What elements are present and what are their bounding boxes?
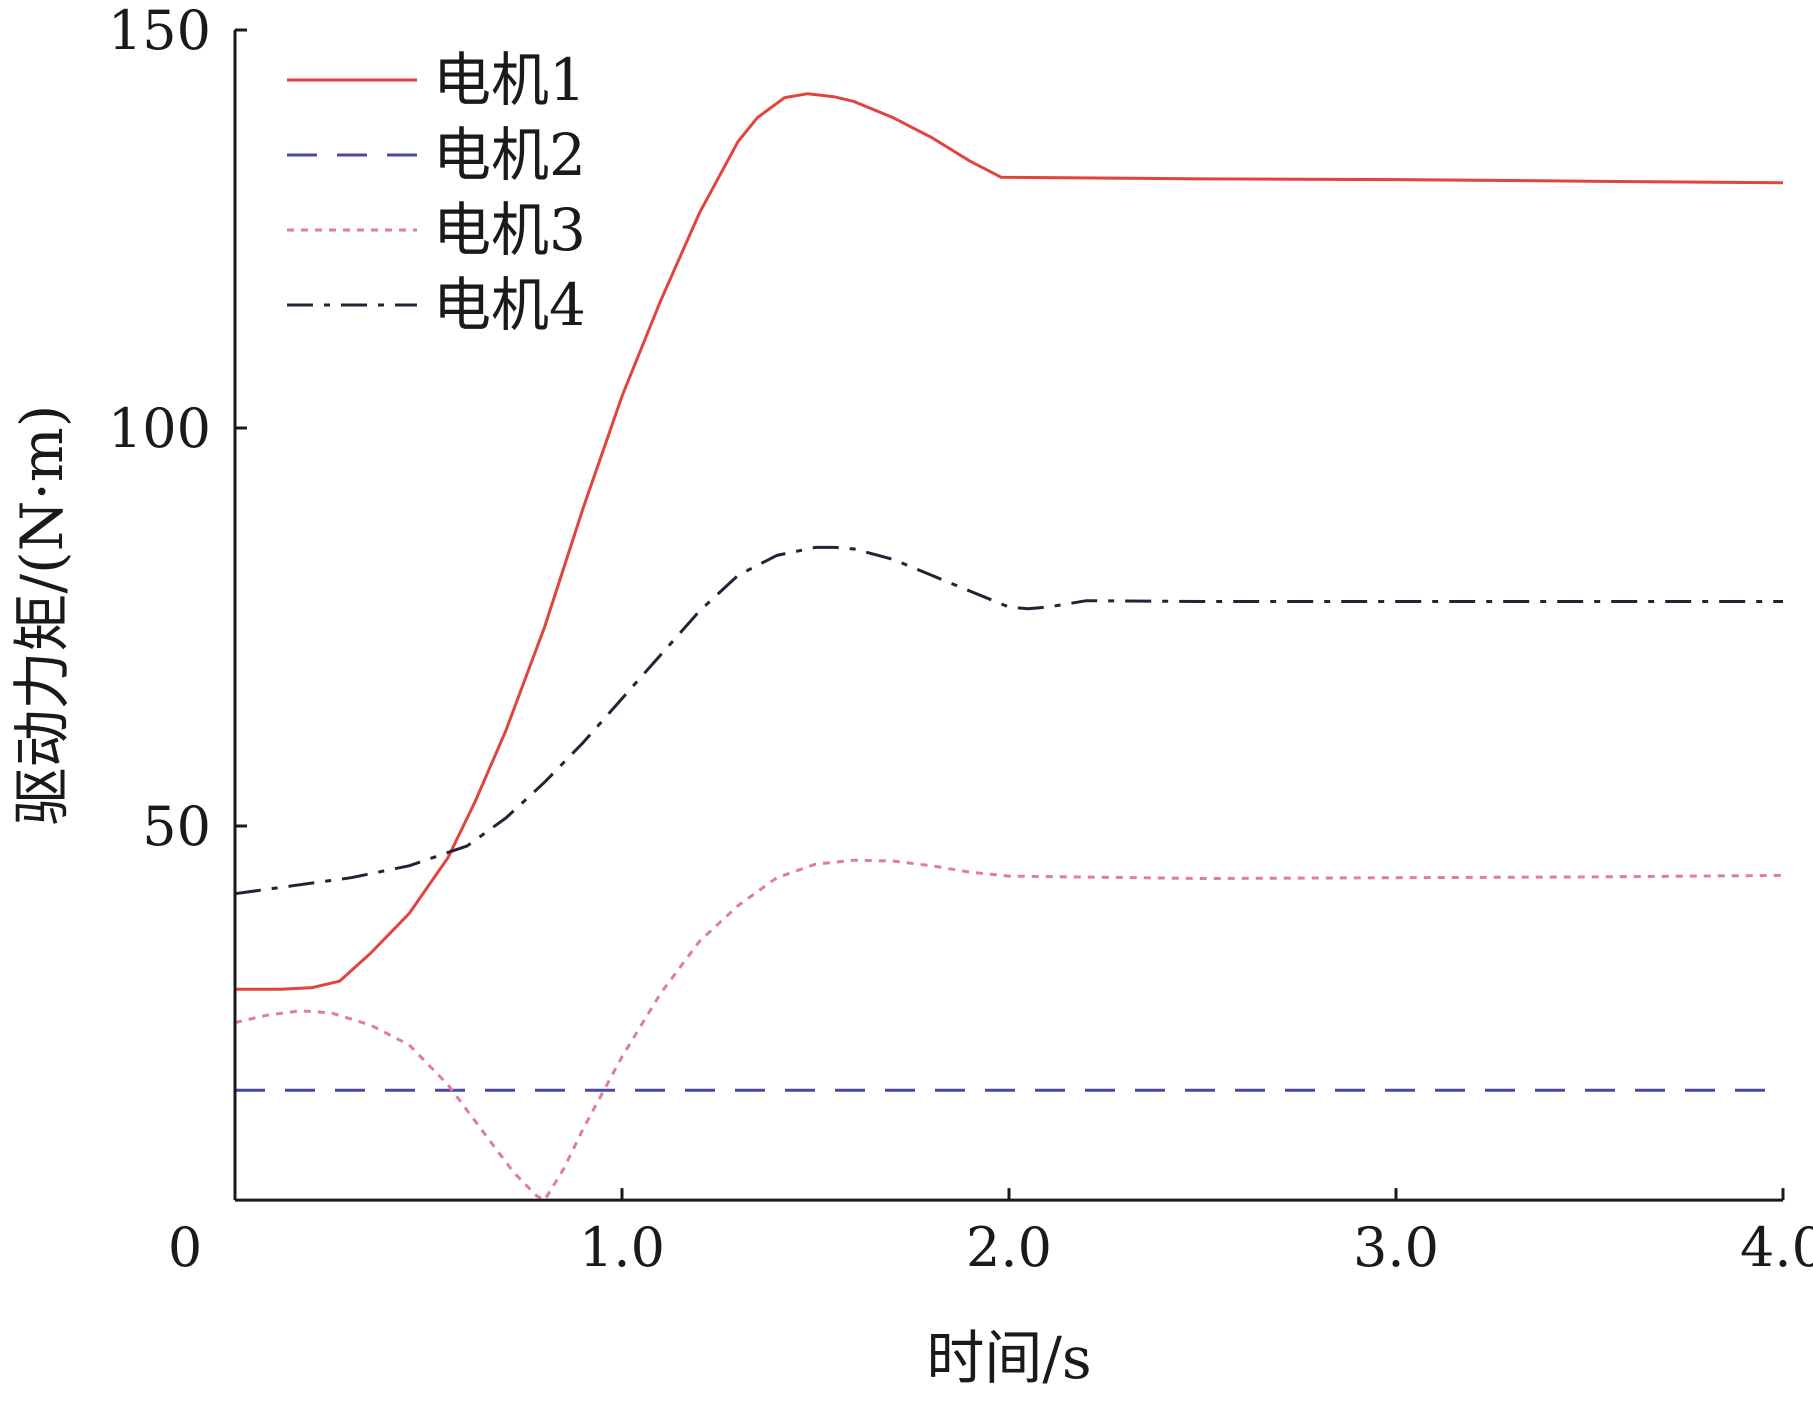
legend-label-2: 电机2	[433, 121, 586, 189]
y-tick-label: 50	[142, 795, 211, 858]
legend-label-1: 电机1	[433, 46, 586, 114]
legend-label-4: 电机4	[433, 271, 586, 339]
series-lines	[234, 92, 1784, 1202]
x-tick-label: 0	[168, 1216, 202, 1279]
series-line-1	[235, 92, 1784, 991]
x-tick-label: 2.0	[966, 1216, 1052, 1279]
series-line-3	[234, 858, 1784, 1202]
x-tick-label: 4.0	[1740, 1216, 1813, 1279]
legend: 电机1 电机2 电机3 电机4	[287, 46, 586, 339]
x-axis-label: 时间/s	[926, 1324, 1091, 1392]
y-axis-label: 驱动力矩/(N·m)	[8, 405, 76, 826]
x-axis-ticks: 0 1.0 2.0 3.0 4.0	[168, 1188, 1813, 1279]
legend-label-3: 电机3	[433, 196, 586, 264]
y-tick-label: 100	[108, 397, 211, 460]
y-tick-label: 150	[108, 0, 211, 62]
y-axis-ticks: 50 100 150	[108, 0, 247, 858]
x-tick-label: 3.0	[1353, 1216, 1439, 1279]
x-tick-label: 1.0	[579, 1216, 665, 1279]
series-line-4	[234, 545, 1783, 896]
